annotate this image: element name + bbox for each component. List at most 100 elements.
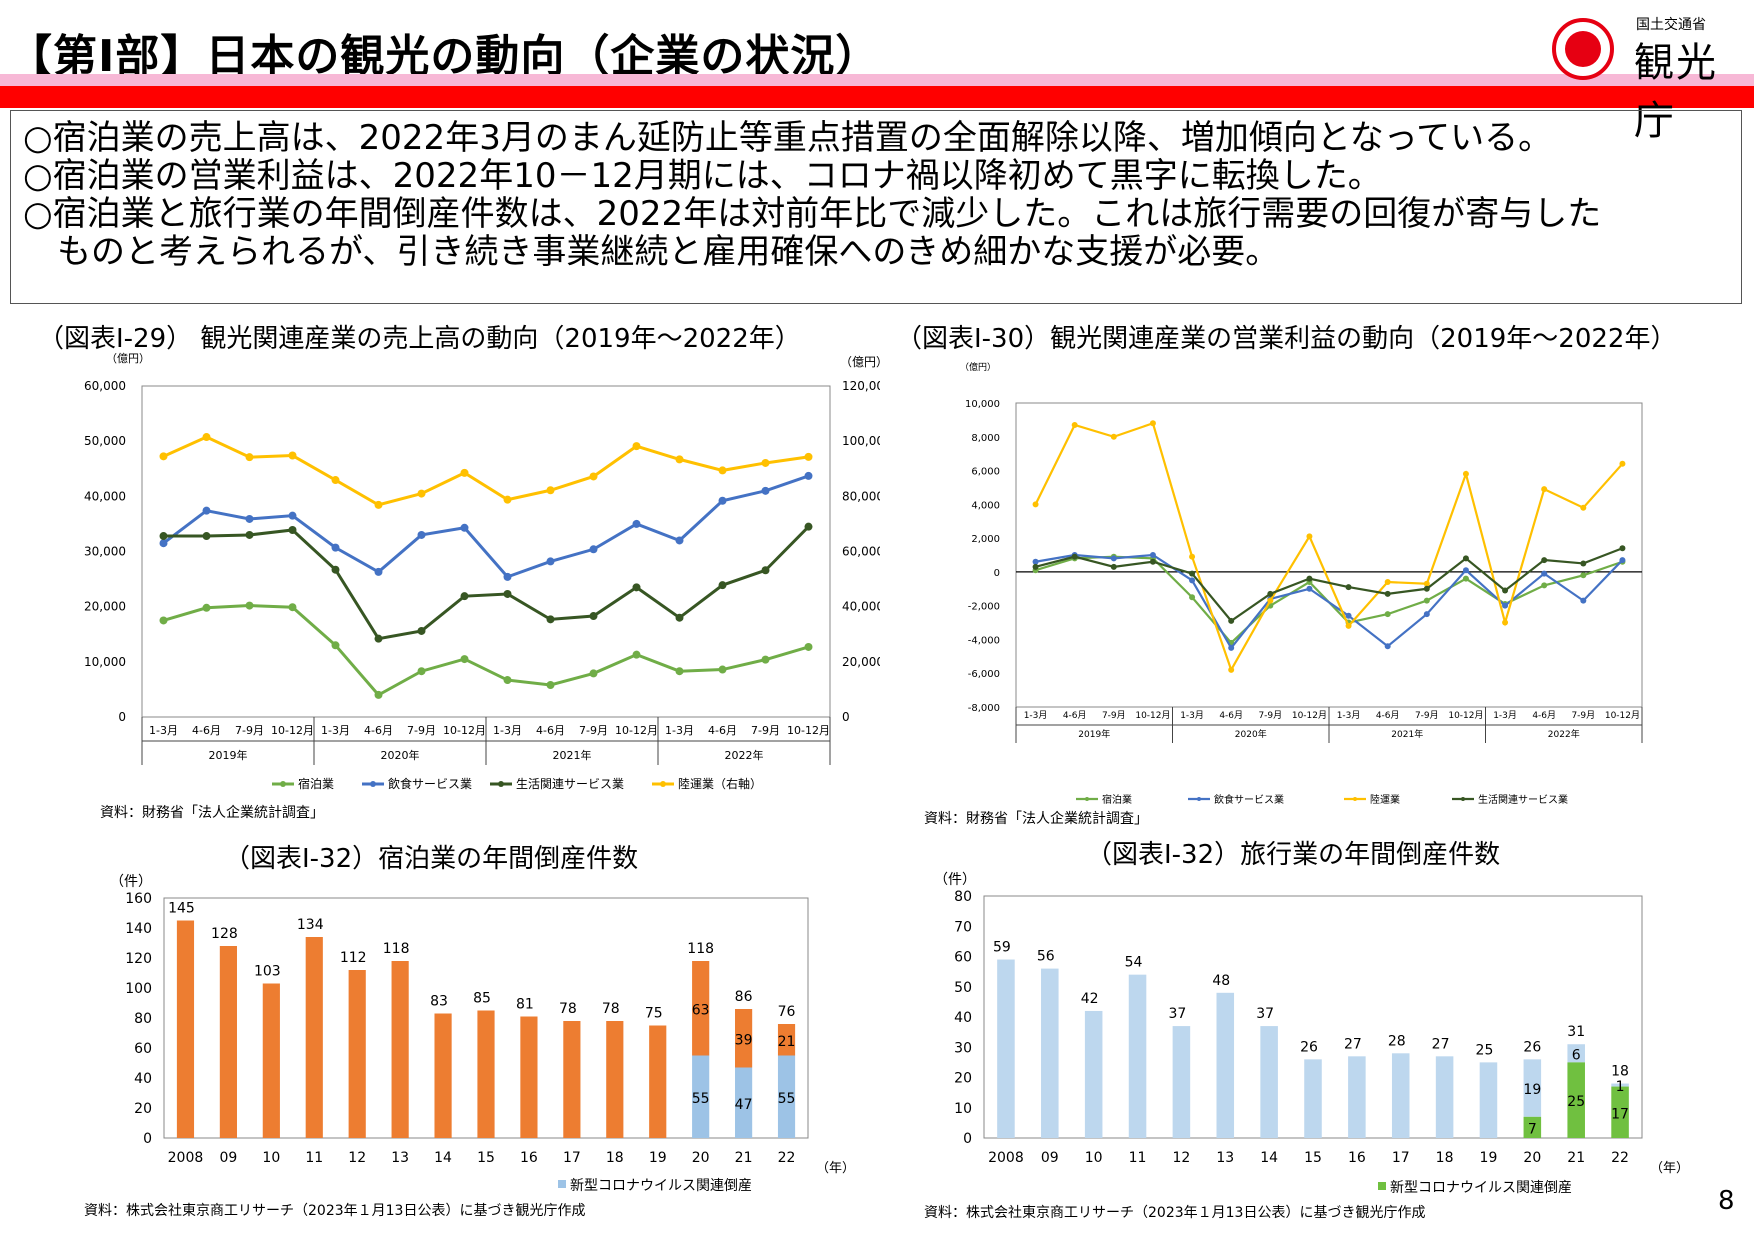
x-tick-label: 10-12月 <box>615 724 658 737</box>
y-axis-label: （億円） <box>960 361 996 373</box>
chart-title-travel-bankruptcy: （図表Ⅰ-32）旅行業の年間倒産件数 <box>1086 840 1501 870</box>
bar-segment <box>692 961 710 1056</box>
data-point <box>1149 420 1156 427</box>
data-point <box>804 452 813 461</box>
bar-total-label: 37 <box>1256 1006 1274 1022</box>
x-tick-label: 17 <box>1392 1150 1410 1166</box>
x-tick-label: 1-3月 <box>321 724 350 737</box>
y-tick-label: 40 <box>954 1010 972 1026</box>
data-point <box>589 545 598 554</box>
data-point <box>546 615 555 624</box>
data-point <box>460 468 469 477</box>
y-tick-label: 0 <box>994 568 1000 579</box>
data-point <box>1462 555 1469 562</box>
y-tick-label: 140 <box>125 921 152 937</box>
legend-swatch <box>558 1180 566 1188</box>
bar-covid-segment <box>1523 1116 1542 1138</box>
y-tick-label: 30,000 <box>84 545 126 559</box>
legend-marker <box>280 781 286 787</box>
data-point <box>1541 557 1548 564</box>
data-point <box>1032 563 1039 570</box>
source-hotel: 資料：株式会社東京商工リサーチ（2023年１月13日公表）に基づき観光庁作成 <box>84 1203 586 1219</box>
data-point <box>374 567 383 576</box>
data-point <box>1619 545 1626 552</box>
data-point <box>245 514 254 523</box>
data-point <box>1384 579 1391 586</box>
legend-label: 飲食サービス業 <box>388 776 472 791</box>
data-point <box>417 530 426 539</box>
x-tick-label: 17 <box>563 1150 581 1166</box>
x-tick-label: 10-12月 <box>787 724 830 737</box>
data-point <box>1502 587 1509 594</box>
legend-marker <box>1461 797 1465 801</box>
data-point <box>503 676 512 685</box>
y-tick-label: 120 <box>125 951 152 967</box>
data-point <box>331 476 340 485</box>
bar-segment <box>434 1013 452 1138</box>
data-point <box>1619 557 1626 564</box>
bar-segment <box>1479 1062 1498 1138</box>
y-axis-label: （件） <box>110 874 152 890</box>
bar-segment <box>1435 1056 1454 1138</box>
y-axis-label: （件） <box>934 872 976 888</box>
data-point <box>1228 666 1235 673</box>
sun-logo-icon <box>1552 18 1614 80</box>
legend-label: 新型コロナウイルス関連倒産 <box>1390 1180 1572 1196</box>
data-point <box>761 486 770 495</box>
data-point <box>1541 486 1548 493</box>
bar-total-label: 78 <box>559 1001 577 1017</box>
header-band-red <box>0 86 1754 108</box>
bar-total-label: 134 <box>297 917 324 933</box>
year-label: 2021年 <box>1391 728 1423 740</box>
data-point <box>632 442 641 451</box>
source-sales: 資料：財務省「法人企業統計調査」 <box>100 805 324 821</box>
x-tick-label: 7-9月 <box>407 724 436 737</box>
bar-total-label: 86 <box>735 989 753 1005</box>
data-point <box>331 641 340 650</box>
x-tick-label: 18 <box>606 1150 624 1166</box>
data-point <box>460 592 469 601</box>
bar-covid-label: 25 <box>1567 1094 1585 1110</box>
data-point <box>159 532 168 541</box>
x-tick-label: 13 <box>1216 1150 1234 1166</box>
bar-covid-segment <box>735 1067 753 1138</box>
y-tick-label: -4,000 <box>968 635 1000 646</box>
bar-segment <box>1172 1026 1191 1138</box>
bar-total-label: 85 <box>473 991 491 1007</box>
x-tick-label: 1-3月 <box>1337 710 1361 721</box>
data-point <box>288 603 297 612</box>
bar-total-label: 76 <box>778 1004 796 1020</box>
x-tick-label: 18 <box>1436 1150 1454 1166</box>
y-tick-label: 0 <box>118 710 126 724</box>
data-point <box>1345 612 1352 619</box>
data-point <box>1580 597 1587 604</box>
bar-covid-label: 7 <box>1528 1121 1537 1137</box>
x-tick-label: 20 <box>692 1150 710 1166</box>
logo-ministry: 国土交通省 <box>1636 17 1706 33</box>
data-point <box>245 601 254 610</box>
data-point <box>417 667 426 676</box>
bar-covid-label: 55 <box>692 1091 710 1107</box>
year-label: 2022年 <box>725 748 764 762</box>
bar-segment <box>219 946 237 1138</box>
y-tick-label: 50,000 <box>84 434 126 448</box>
y2-tick-label: 100,000 <box>842 434 880 448</box>
x-tick-label: 10 <box>262 1150 280 1166</box>
x-tick-label: 7-9月 <box>579 724 608 737</box>
data-point <box>1423 585 1430 592</box>
x-tick-label: 2008 <box>988 1150 1024 1166</box>
x-tick-label: 21 <box>735 1150 753 1166</box>
x-tick-label: 10-12月 <box>1448 710 1483 721</box>
data-point <box>1189 553 1196 560</box>
data-point <box>804 522 813 531</box>
y-tick-label: 70 <box>954 919 972 935</box>
data-point <box>632 650 641 659</box>
x-tick-label: 09 <box>219 1150 237 1166</box>
data-point <box>1110 563 1117 570</box>
data-point <box>374 500 383 509</box>
y-tick-label: 2,000 <box>971 534 1000 545</box>
bar-total-label: 26 <box>1300 1039 1318 1055</box>
x-tick-label: 1-3月 <box>1024 710 1048 721</box>
x-tick-label: 1-3月 <box>665 724 694 737</box>
x-tick-label: 22 <box>778 1150 796 1166</box>
